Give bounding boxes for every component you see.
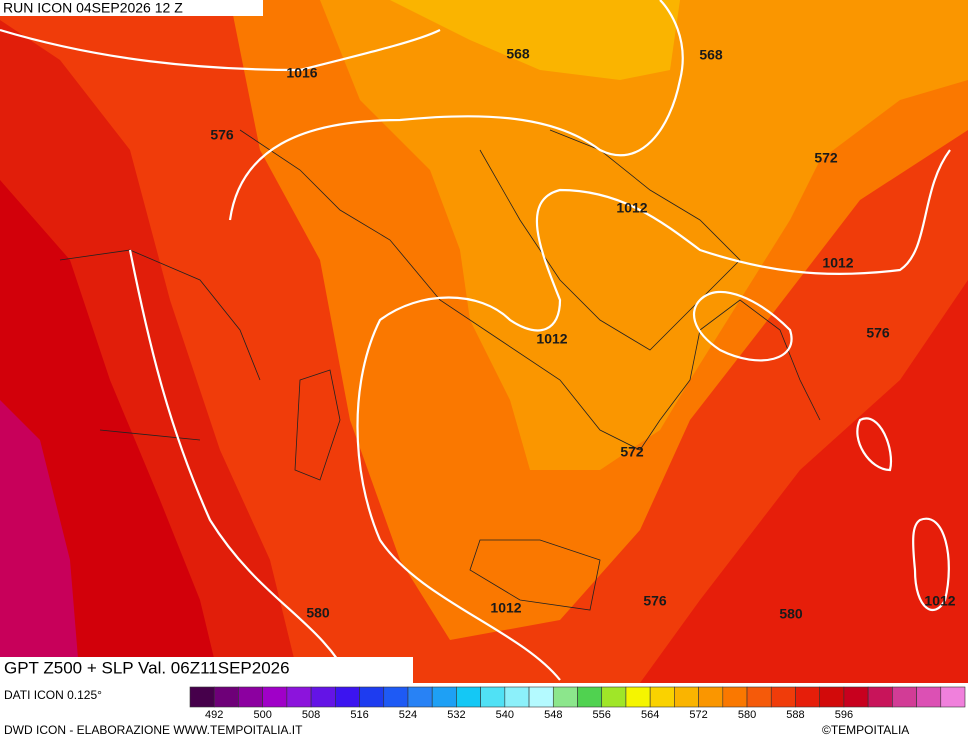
contour-label: 1012 <box>536 331 567 347</box>
header-box <box>0 0 263 16</box>
colorbar-label: 524 <box>399 709 417 721</box>
map <box>0 0 968 683</box>
colorbar-swatch <box>480 686 506 708</box>
colorbar-label: 500 <box>253 709 271 721</box>
colorbar-label: 572 <box>689 709 707 721</box>
colorbar-swatch <box>504 686 530 708</box>
coastline <box>239 129 821 451</box>
colorbar-swatch <box>310 686 336 708</box>
colorbar-swatch <box>843 686 869 708</box>
island <box>294 369 601 611</box>
colorbar-swatch <box>892 686 917 708</box>
isobar <box>128 249 351 681</box>
colorbar-swatch <box>698 686 724 708</box>
colorbar-swatch <box>649 686 675 708</box>
title-box <box>0 657 413 683</box>
copyright: ©TEMPOITALIA <box>822 723 909 737</box>
colorbar-swatch <box>213 686 239 708</box>
isobar <box>0 28 441 72</box>
colorbar-swatch <box>383 686 409 708</box>
map-title: GPT Z500 + SLP Val. 06Z11SEP2026 <box>4 658 290 677</box>
colorbar-swatch <box>528 686 554 708</box>
colorbar-swatch <box>552 686 578 708</box>
band-564 <box>390 0 680 80</box>
colorbar-swatch <box>625 686 651 708</box>
isobar <box>856 417 950 611</box>
colorbar-swatch <box>189 686 215 708</box>
coastline <box>59 249 261 441</box>
colorbar-label: 548 <box>544 709 562 721</box>
band-588 <box>0 400 80 683</box>
colorbar-swatch <box>746 686 772 708</box>
run-label: RUN ICON 04SEP2026 12 Z <box>3 0 183 16</box>
contour-label: 1012 <box>490 600 521 616</box>
colorbar-swatch <box>916 686 942 708</box>
contour-label: 1012 <box>822 255 853 271</box>
colorbar-swatch <box>431 686 457 708</box>
colorbar-swatch <box>722 686 748 708</box>
contour-label: 1012 <box>616 200 647 216</box>
contour-label: 568 <box>699 47 723 63</box>
colorbar-swatch <box>456 686 481 708</box>
band-580-east <box>640 280 968 683</box>
colorbar-swatch <box>262 686 288 708</box>
contour-labels: 568 568 1016 576 572 1012 1012 1012 576 572 576 580… <box>210 46 955 622</box>
colorbar-label: 508 <box>302 709 320 721</box>
contour-label: 1016 <box>286 65 317 81</box>
contour-label: 572 <box>620 444 644 460</box>
isobar <box>356 149 951 681</box>
colorbar-label: 516 <box>350 709 368 721</box>
isobar <box>228 0 684 221</box>
colorbar-label: 540 <box>496 709 514 721</box>
colorbar-swatch <box>819 686 845 708</box>
colorbar-swatch <box>359 686 385 708</box>
colorbar-label: 564 <box>641 709 659 721</box>
colorbar-swatch <box>577 686 603 708</box>
colorbar-swatch <box>601 686 627 708</box>
colorbar-label: 492 <box>205 709 223 721</box>
colorbar-label: 532 <box>447 709 465 721</box>
contour-label: 568 <box>506 46 530 62</box>
colorbar: 492 500 508 516 524 532 540 548 556 564 572 580 588 5… <box>189 686 966 721</box>
contour-label: 576 <box>643 593 667 609</box>
credit: DWD ICON - ELABORAZIONE WWW.TEMPOITALIA.… <box>4 723 303 737</box>
colorbar-swatch <box>674 686 699 708</box>
colorbar-swatch <box>407 686 433 708</box>
colorbar-swatch <box>335 686 360 708</box>
colorbar-swatch <box>795 686 820 708</box>
colorbar-label: 596 <box>835 709 853 721</box>
data-source: DATI ICON 0.125° <box>4 688 102 702</box>
contour-label: 572 <box>814 150 838 166</box>
contour-label: 1012 <box>924 593 955 609</box>
colorbar-swatch <box>238 686 263 708</box>
colorbar-label: 580 <box>738 709 756 721</box>
colorbar-swatch <box>286 686 312 708</box>
contour-label: 576 <box>210 127 234 143</box>
colorbar-swatch <box>770 686 796 708</box>
colorbar-swatch <box>940 686 966 708</box>
colorbar-swatch <box>867 686 893 708</box>
colorbar-label: 556 <box>593 709 611 721</box>
contour-label: 580 <box>306 605 330 621</box>
colorbar-label: 588 <box>786 709 804 721</box>
contour-label: 576 <box>866 325 890 341</box>
isobar <box>692 290 793 362</box>
contour-label: 580 <box>779 606 803 622</box>
